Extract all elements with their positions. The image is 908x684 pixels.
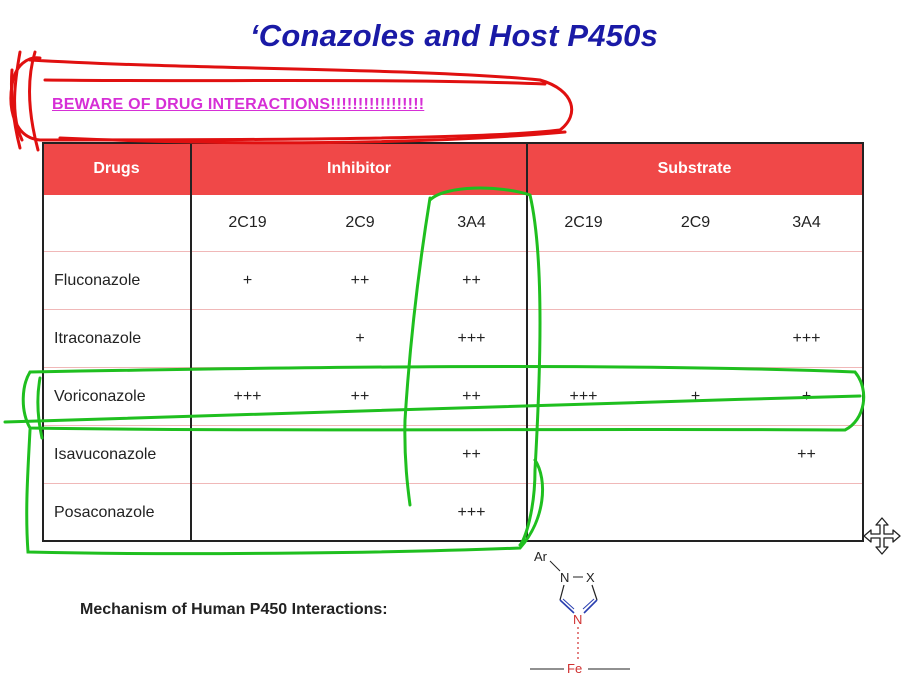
table-cell [640,252,751,310]
table-cell: ++ [304,252,416,310]
drug-name: Fluconazole [42,252,191,310]
ring-n1-label: N [560,570,569,585]
header-inhibitor: Inhibitor [191,142,527,195]
table-cell: +++ [416,310,527,368]
table-cell [304,484,416,542]
table-cell [751,484,862,542]
table-cell: + [640,368,751,426]
table-cell: ++ [416,426,527,484]
subheader-sub-3a4: 3A4 [751,195,862,252]
header-substrate: Substrate [527,142,862,195]
table-cell: +++ [751,310,862,368]
table-cell [191,426,304,484]
header-row: Drugs Inhibitor Substrate [42,142,862,195]
warning-text: BEWARE OF DRUG INTERACTIONS!!!!!!!!!!!!!… [52,96,424,114]
table-row: Itraconazole + +++ +++ [42,310,862,368]
drug-name: Posaconazole [42,484,191,542]
interaction-table: Drugs Inhibitor Substrate 2C19 2C9 3A4 2… [42,142,862,542]
ring-x-label: X [586,570,595,585]
slide-title: ‘Conazoles and Host P450s [0,18,908,54]
iron-label: Fe [567,661,582,676]
table-cell [640,310,751,368]
subheader-row: 2C19 2C9 3A4 2C19 2C9 3A4 [42,195,862,252]
table-cell: ++ [416,252,527,310]
table-cell: +++ [416,484,527,542]
table-cell [191,310,304,368]
ring-n2-label: N [573,612,582,627]
table-cell [527,252,640,310]
table-cell: ++ [751,426,862,484]
table-cell: ++ [416,368,527,426]
subheader-sub-2c9: 2C9 [640,195,751,252]
table-row: Isavuconazole ++ ++ [42,426,862,484]
table-cell [527,310,640,368]
table-cell: +++ [191,368,304,426]
table-row: Voriconazole +++ ++ ++ +++ + + [42,368,862,426]
drug-name: Isavuconazole [42,426,191,484]
move-cursor-icon [862,516,902,556]
subheader-empty [42,195,191,252]
table-row: Posaconazole +++ [42,484,862,542]
subheader-inhib-3a4: 3A4 [416,195,527,252]
table-cell: + [304,310,416,368]
table-cell: + [751,368,862,426]
table-cell [751,252,862,310]
drug-name: Itraconazole [42,310,191,368]
table-cell: + [191,252,304,310]
table-cell [191,484,304,542]
header-drugs: Drugs [42,142,191,195]
azole-iron-structure: Ar N X N Fe [520,545,650,680]
table-cell: +++ [527,368,640,426]
mechanism-label: Mechanism of Human P450 Interactions: [80,601,388,619]
table-cell [527,484,640,542]
table-row: Fluconazole + ++ ++ [42,252,862,310]
table-cell: ++ [304,368,416,426]
drug-name: Voriconazole [42,368,191,426]
table-cell [304,426,416,484]
subheader-inhib-2c19: 2C19 [191,195,304,252]
table-cell [527,426,640,484]
subheader-sub-2c19: 2C19 [527,195,640,252]
table-cell [640,426,751,484]
subheader-inhib-2c9: 2C9 [304,195,416,252]
table-cell [640,484,751,542]
aryl-label: Ar [534,549,548,564]
